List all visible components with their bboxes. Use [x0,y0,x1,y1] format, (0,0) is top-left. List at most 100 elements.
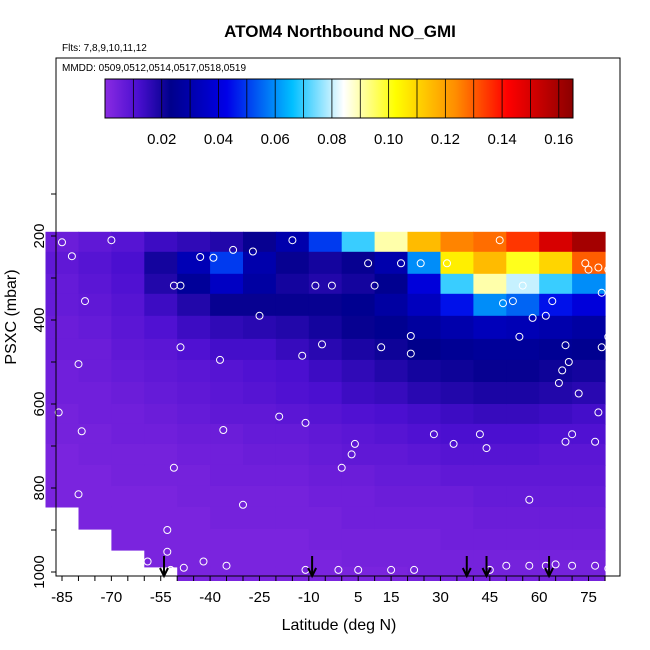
field-cell [506,231,540,253]
field-cell [341,464,376,487]
field-cell [78,273,112,295]
y-tick-label: 600 [31,391,48,416]
field-cell [144,529,178,551]
field-cell [308,485,343,508]
sample-point [568,561,577,570]
field-cell [506,382,540,405]
field-cell [440,315,474,340]
field-cell [45,251,79,275]
sample-point [327,281,336,290]
field-cell [572,506,606,530]
field-cell [473,443,507,466]
field-cell [177,231,211,253]
sample-point [525,561,534,570]
field-cell [572,382,606,405]
field-cell [308,550,343,568]
sample-point [574,389,583,398]
field-cell [341,231,376,253]
sample-point [475,430,484,439]
field-cell [177,359,211,383]
field-cell [243,382,277,405]
field-cell [473,550,507,568]
field-cell [374,382,409,405]
colorbar-tick-label: 0.10 [374,131,403,148]
x-tick-label: -40 [199,589,221,606]
field-cell [210,273,244,295]
field-cell [78,506,112,530]
field-cell [440,550,474,568]
field-cell [210,359,244,383]
sample-point [54,408,63,417]
field-cell [144,231,178,253]
field-cell [275,273,310,295]
sample-point [288,236,297,245]
field-cell [374,359,409,383]
field-cell [45,485,79,508]
field-cell [440,338,474,361]
field-cell [144,273,178,295]
field-cell [506,338,540,361]
field-cell [572,273,606,295]
field-cell [341,506,376,530]
field-cell [539,293,573,317]
field-cell [45,423,79,445]
dates-subtitle: MMDD: 0509,0512,0514,0517,0518,0519 [62,63,246,74]
sample-point [406,349,415,358]
field-cell [440,251,474,275]
field-cell [243,251,277,275]
colorbar-tick-label: 0.06 [261,131,290,148]
sample-point [604,564,613,573]
field-cell [539,423,573,445]
sample-points [54,236,613,574]
field-cell [341,338,376,361]
sample-point [558,366,567,375]
chart-title: ATOM4 Northbound NO_GMI [224,22,456,41]
sample-point [561,437,570,446]
field-cell [440,443,474,466]
field-cell [111,382,145,405]
field-cell [210,529,244,551]
colorbar-tick-label: 0.08 [317,131,346,148]
field-cell [144,443,178,466]
sample-point [410,565,419,574]
sample-point [337,463,346,472]
field-cell [407,506,441,530]
field-cell [341,273,376,295]
sample-point [350,439,359,448]
field-cell [407,338,441,361]
field-cell [506,404,540,425]
field-cell [473,423,507,445]
field-cell [243,273,277,295]
field-cell [144,382,178,405]
field-cell [275,315,310,340]
field-cell [177,443,211,466]
colorbar-tick-label: 0.04 [204,131,233,148]
field-cell [243,338,277,361]
field-cell [275,550,310,568]
field-cell [539,529,573,551]
sample-point [239,500,247,509]
field-cell [243,443,277,466]
sample-point [581,259,590,268]
field-cell [177,315,211,340]
sample-point [397,259,405,268]
field-cell [374,404,409,425]
field-cell [144,315,178,340]
sample-point [594,263,603,272]
sample-point [528,313,537,322]
x-axis: -85 -70 -55 -40 -25 -10 5 15 30 45 60 75 [51,576,606,606]
x-tick-label: -55 [150,589,172,606]
field-cell [210,443,244,466]
sample-point [169,463,178,472]
field-cell [440,359,474,383]
field-cell [341,485,376,508]
field-cell [473,506,507,530]
sample-point [443,259,451,268]
field-cell [473,485,507,508]
field-cell [243,231,277,253]
sample-point [482,444,491,453]
field-cell [275,423,310,445]
sample-point [216,355,224,364]
sample-point [525,495,534,504]
